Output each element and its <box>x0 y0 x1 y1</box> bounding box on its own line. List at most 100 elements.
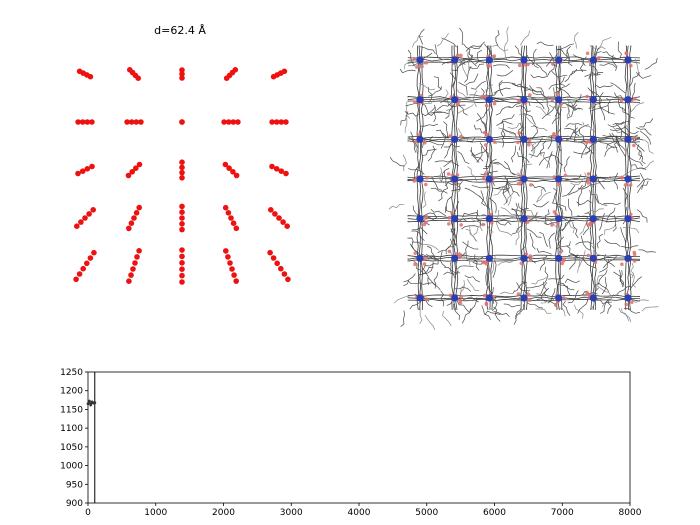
scatter-point <box>89 163 95 170</box>
scatter-point <box>84 166 91 172</box>
scatter-point <box>179 260 185 266</box>
chart-title: d=62.4 Å <box>154 24 206 37</box>
scatter-point <box>74 223 80 229</box>
scatter-point <box>128 119 135 125</box>
scatter-point <box>76 68 83 75</box>
scatter-point <box>278 119 285 125</box>
scatter-point <box>226 165 232 171</box>
scatter-point <box>272 211 278 217</box>
scatter-point <box>269 119 275 125</box>
scatter-point <box>179 279 185 285</box>
scatter-point <box>130 266 136 272</box>
scatter-point <box>84 260 90 267</box>
scatter-point <box>230 220 237 226</box>
scatter-point <box>75 119 81 125</box>
scatter-point <box>179 164 185 171</box>
scatter-point <box>222 161 229 168</box>
scatter-point <box>90 207 96 213</box>
scatter-point <box>133 165 139 171</box>
y-tick-label: 1200 <box>60 387 83 397</box>
scatter-point <box>273 166 280 172</box>
scatter-point <box>125 172 132 179</box>
scatter-point <box>179 175 185 181</box>
y-tick-label: 900 <box>66 499 83 509</box>
x-tick-label: 6000 <box>483 508 506 518</box>
scatter-point <box>179 203 185 210</box>
scatter-point <box>179 221 185 227</box>
scatter-point <box>179 247 185 253</box>
scatter-point <box>233 172 240 179</box>
scatter-point <box>270 255 277 261</box>
y-tick-label: 1000 <box>60 462 83 472</box>
y-tick-label: 1050 <box>60 443 83 453</box>
scatter-point <box>267 249 273 256</box>
scatter-point <box>128 220 135 226</box>
x-tick-label: 7000 <box>551 508 574 518</box>
scatter-point <box>232 67 239 73</box>
scatter-point <box>179 119 185 125</box>
scatter-point <box>227 260 233 266</box>
scatter-point <box>132 260 138 266</box>
x-tick-label: 0 <box>85 508 91 518</box>
scatter-point <box>228 215 234 221</box>
scatter-point <box>126 225 132 232</box>
y-tick-label: 950 <box>66 480 83 490</box>
scatter-point <box>126 278 132 285</box>
scatter-point <box>133 210 140 216</box>
scatter-point <box>283 119 289 125</box>
y-tick-label: 1250 <box>60 368 83 378</box>
scatter-point <box>136 248 142 254</box>
scatter-point <box>284 223 291 229</box>
series-point <box>86 402 90 406</box>
scatter-point <box>179 209 185 215</box>
scatter-point <box>281 68 288 75</box>
scatter-point <box>89 119 95 125</box>
scatter-point <box>222 204 229 211</box>
scatter-point <box>133 119 140 125</box>
scatter-point <box>86 211 92 217</box>
scatter-point <box>278 168 285 174</box>
scatter-point <box>281 271 288 277</box>
scatter-point <box>233 225 240 232</box>
scatter-point <box>179 215 185 221</box>
y-tick-label: 1150 <box>60 405 83 415</box>
scatter-point <box>82 215 88 221</box>
scatter-point <box>233 278 239 284</box>
scatter-point <box>268 207 274 213</box>
scatter-point <box>230 119 237 125</box>
scatter-point <box>179 71 185 77</box>
x-tick-label: 2000 <box>212 508 235 518</box>
scatter-point <box>285 276 291 283</box>
series-point <box>88 399 91 403</box>
scatter-point <box>179 159 185 165</box>
x-tick-label: 5000 <box>415 508 438 518</box>
scatter-point <box>80 265 86 272</box>
scatter-point <box>73 276 79 283</box>
scatter-point <box>124 119 130 125</box>
scatter-point <box>127 67 133 73</box>
scatter-point <box>179 253 185 260</box>
scatter-point <box>179 75 185 81</box>
x-tick-label: 1000 <box>144 508 167 518</box>
scatter-point <box>221 119 227 125</box>
scatter-point <box>128 272 134 278</box>
x-tick-label: 8000 <box>619 508 642 518</box>
series-point <box>93 401 97 405</box>
scatter-point <box>179 67 185 73</box>
scatter-point <box>276 215 282 221</box>
scatter-point <box>280 219 286 225</box>
scatter-point <box>136 204 142 211</box>
x-tick-label: 4000 <box>348 508 371 518</box>
scatter-point <box>138 119 144 125</box>
molecule-nodes <box>412 51 637 307</box>
scatter-point <box>78 219 84 225</box>
scatter-point <box>273 119 280 125</box>
scatter-point <box>235 119 241 125</box>
y-tick-label: 1100 <box>60 424 83 434</box>
scatter-point <box>269 163 275 170</box>
scatter-point <box>274 260 281 267</box>
scatter-point <box>278 265 284 272</box>
scatter-point <box>136 161 143 168</box>
scatter-point <box>223 248 229 254</box>
